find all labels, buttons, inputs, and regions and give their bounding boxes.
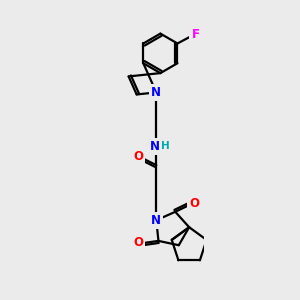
Text: H: H bbox=[160, 141, 169, 151]
Text: O: O bbox=[133, 236, 143, 250]
Text: F: F bbox=[192, 28, 200, 41]
Text: O: O bbox=[189, 197, 199, 210]
Text: N: N bbox=[151, 214, 161, 227]
Text: N: N bbox=[150, 140, 160, 153]
Text: N: N bbox=[151, 86, 161, 99]
Text: O: O bbox=[133, 150, 143, 163]
